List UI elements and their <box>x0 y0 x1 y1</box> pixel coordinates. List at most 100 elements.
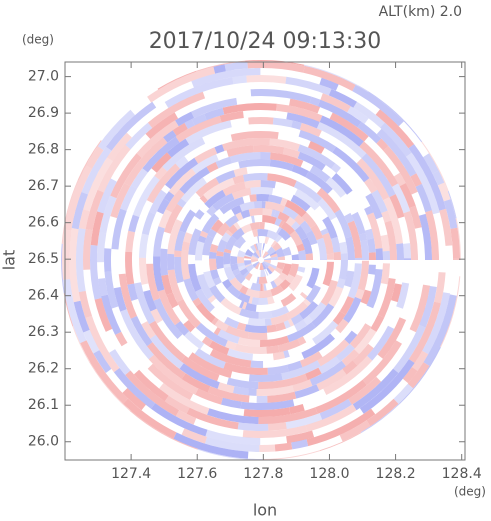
radar-cell <box>209 285 226 303</box>
radar-cell <box>253 145 285 155</box>
radar-cell <box>339 296 355 315</box>
radar-cell <box>243 271 250 278</box>
radar-cell <box>305 404 357 432</box>
y-tick-label: 27.0 <box>28 69 59 85</box>
radar-cell <box>215 255 224 270</box>
radar-cell <box>263 258 271 260</box>
radar-cell <box>393 324 426 373</box>
radar-cell <box>274 210 281 219</box>
plot-frame <box>64 61 466 461</box>
radar-cell <box>299 301 319 320</box>
radar-cell <box>225 340 237 351</box>
y-unit: (deg) <box>22 33 54 47</box>
radar-cell <box>260 284 263 292</box>
radar-cell <box>282 206 299 220</box>
radar-cell <box>158 209 172 229</box>
radar-cell <box>289 98 321 114</box>
radar-cell <box>285 274 295 284</box>
radar-cell <box>130 315 153 347</box>
radar-cell <box>172 122 188 136</box>
radar-cell <box>146 163 180 204</box>
radar-cell <box>269 251 277 257</box>
radar-cell <box>297 336 307 346</box>
radar-cell <box>167 269 184 303</box>
radar-cell <box>125 230 135 253</box>
radar-cell <box>377 317 407 359</box>
radar-cell <box>319 77 339 91</box>
radar-cell <box>291 439 309 450</box>
radar-cell <box>286 430 315 444</box>
radar-cell <box>191 113 207 126</box>
radar-cell <box>282 147 301 159</box>
radar-cell <box>355 257 363 260</box>
radar-cell <box>262 261 269 269</box>
radar-cell <box>256 276 260 284</box>
radar-cell <box>375 109 415 149</box>
radar-cell <box>344 270 355 288</box>
radar-cell <box>301 212 317 229</box>
radar-cell <box>209 340 230 356</box>
radar-cell <box>281 360 321 381</box>
radar-cell <box>174 256 184 284</box>
radar-cell <box>322 261 334 287</box>
radar-cell <box>237 292 251 304</box>
radar-cell <box>149 320 186 362</box>
radar-cell <box>229 255 238 265</box>
radar-cell <box>147 66 216 103</box>
chart-title: 2017/10/24 09:13:30 <box>149 29 382 54</box>
radar-cell <box>280 293 297 307</box>
radar-cell <box>125 251 135 285</box>
radar-cell <box>257 236 260 244</box>
radar-cell <box>342 360 358 375</box>
radar-cell <box>64 165 92 231</box>
x-tick-label: 128.4 <box>442 466 482 482</box>
radar-cell <box>179 166 210 194</box>
radar-cell <box>259 221 265 230</box>
radar-cell <box>303 298 311 307</box>
radar-cell <box>212 277 222 286</box>
radar-cell <box>159 383 210 415</box>
radar-cell <box>167 219 183 255</box>
radar-cell <box>245 264 255 273</box>
radar-cell <box>124 137 168 187</box>
radar-cell <box>230 152 261 164</box>
radar-cell <box>404 258 412 260</box>
radar-cell <box>319 115 364 147</box>
radar-cell <box>403 243 411 259</box>
radar-cell <box>360 289 372 305</box>
radar-cell <box>250 186 274 195</box>
radar-cell <box>242 425 308 439</box>
radar-cell <box>348 376 382 405</box>
radar-cell <box>61 243 65 294</box>
radar-cell <box>63 279 87 344</box>
y-tick-label: 26.2 <box>28 361 59 377</box>
radar-cell <box>279 279 291 291</box>
radar-cell <box>222 103 277 115</box>
radar-cell <box>78 209 90 230</box>
radar-cell <box>360 240 369 260</box>
radar-cell <box>239 267 249 276</box>
radar-cell <box>222 279 233 290</box>
radar-cell <box>145 112 179 139</box>
radar-cell <box>111 208 127 250</box>
radar-cell <box>291 120 302 130</box>
radar-cell <box>285 216 296 227</box>
x-tick-label: 128.2 <box>376 466 416 482</box>
radar-cell <box>384 220 398 260</box>
radar-cell <box>254 262 260 270</box>
radar-cell <box>71 192 88 230</box>
radar-cell <box>161 274 173 295</box>
radar-cell <box>327 259 335 260</box>
radar-cell <box>402 367 418 384</box>
radar-cell <box>80 340 128 404</box>
radar-cell <box>368 252 376 260</box>
y-tick-label: 26.9 <box>28 105 59 121</box>
radar-cell <box>270 280 278 289</box>
radar-cell <box>156 198 170 215</box>
radar-cell <box>439 208 453 246</box>
radar-cell <box>260 269 264 278</box>
radar-cell <box>207 408 259 424</box>
radar-cell <box>196 322 228 347</box>
radar-cell <box>365 193 383 220</box>
radar-cell <box>421 141 449 192</box>
